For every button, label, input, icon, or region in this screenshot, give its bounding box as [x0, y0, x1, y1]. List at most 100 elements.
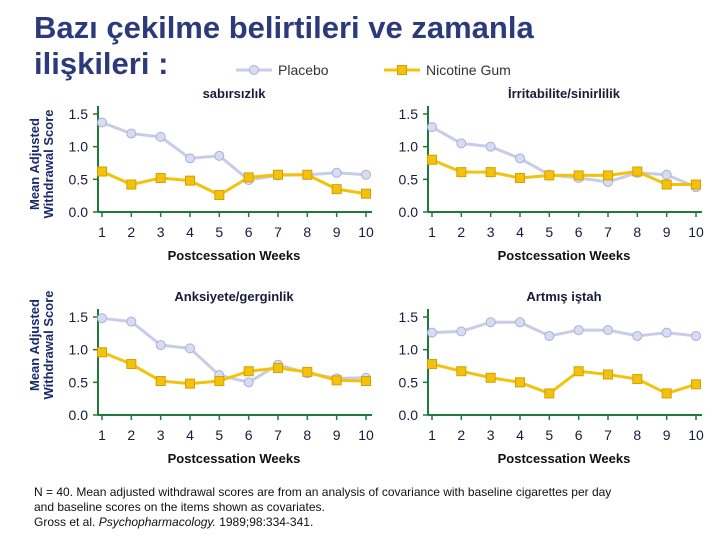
chart-sabirsizlik: sabırsızlık 0.0 0.5 1.0 1.5 1 2 3 4 5 6 7 8 9 10 Postce…	[69, 86, 374, 263]
data-point-nicotine	[97, 347, 107, 358]
x-tick-label: 1	[428, 427, 436, 443]
data-point-nicotine	[485, 372, 496, 383]
data-point-nicotine	[691, 179, 701, 190]
data-point-nicotine	[214, 376, 225, 387]
y-tick-label: 1.5	[69, 106, 89, 122]
legend-placebo: Placebo	[236, 60, 329, 80]
x-tick-label: 5	[215, 427, 223, 443]
citation-authors: Gross et al.	[34, 515, 99, 529]
x-axis-label: Postcessation Weeks	[498, 248, 631, 263]
data-point-placebo	[361, 169, 371, 180]
data-point-placebo	[573, 325, 584, 336]
data-point-nicotine	[603, 369, 613, 380]
citation-volume: 1989;98:334-341.	[215, 515, 314, 529]
x-tick-label: 9	[333, 224, 341, 240]
data-point-nicotine	[214, 190, 225, 201]
x-tick-label: 9	[663, 427, 671, 443]
series-line-placebo	[431, 125, 697, 189]
x-tick-label: 3	[487, 224, 495, 240]
legend-nicotine: Nicotine Gum	[384, 60, 511, 80]
x-axis-label: Postcessation Weeks	[168, 451, 301, 466]
data-point-placebo	[661, 169, 672, 180]
x-tick-label: 10	[358, 427, 374, 443]
data-point-placebo	[632, 330, 643, 341]
x-tick-label: 10	[358, 224, 374, 240]
data-point-nicotine	[126, 179, 137, 190]
data-point-placebo	[485, 141, 496, 152]
x-tick-label: 2	[457, 224, 465, 240]
x-tick-label: 2	[457, 427, 465, 443]
footnote-line-1: N = 40. Mean adjusted withdrawal scores …	[34, 485, 612, 499]
x-tick-label: 6	[245, 427, 253, 443]
data-point-nicotine	[515, 173, 525, 184]
data-point-placebo	[126, 316, 137, 327]
x-tick-label: 4	[516, 224, 524, 240]
x-tick-label: 2	[127, 224, 135, 240]
series-line-nicotine-gum	[431, 362, 697, 395]
x-tick-label: 5	[545, 224, 553, 240]
x-tick-label: 7	[274, 427, 282, 443]
slide-title: Bazı çekilme belirtileri ve zamanla iliş…	[34, 10, 634, 82]
data-point-nicotine	[331, 184, 342, 195]
x-axis-label: Postcessation Weeks	[498, 451, 631, 466]
data-point-placebo	[126, 128, 137, 139]
legend-nicotine-label: Nicotine Gum	[426, 62, 511, 78]
data-point-placebo	[603, 325, 613, 336]
x-axis-label: Postcessation Weeks	[168, 248, 301, 263]
data-point-placebo	[515, 153, 525, 164]
data-point-nicotine	[573, 366, 584, 377]
data-point-nicotine	[361, 376, 371, 387]
y-tick-label: 1.5	[399, 106, 419, 122]
y-tick-label: 1.5	[69, 309, 89, 325]
data-point-nicotine	[544, 170, 555, 181]
x-tick-label: 9	[663, 224, 671, 240]
series-line-placebo	[101, 121, 367, 182]
data-point-nicotine	[427, 154, 437, 165]
y-tick-label: 0.0	[69, 407, 89, 423]
x-tick-label: 1	[98, 224, 106, 240]
y-tick-label: 1.0	[399, 342, 419, 358]
data-point-nicotine	[273, 362, 283, 373]
data-point-nicotine	[544, 388, 555, 399]
x-tick-label: 10	[688, 224, 704, 240]
citation-journal: Psychopharmacology.	[98, 515, 216, 529]
data-point-nicotine	[515, 377, 525, 388]
data-point-placebo	[515, 317, 525, 328]
data-point-nicotine	[97, 166, 107, 177]
subplot-title: Anksiyete/gerginlik	[174, 289, 294, 304]
data-point-nicotine	[691, 379, 701, 390]
legend-placebo-label: Placebo	[278, 62, 329, 78]
legend-nicotine-marker-icon	[384, 65, 420, 75]
y-tick-label: 1.0	[69, 139, 89, 155]
y-tick-label: 0.5	[399, 171, 419, 187]
data-point-placebo	[185, 153, 195, 164]
x-tick-label: 2	[127, 427, 135, 443]
series-line-placebo	[101, 316, 367, 384]
data-point-nicotine	[155, 173, 166, 184]
data-point-placebo	[427, 122, 437, 133]
data-point-placebo	[544, 330, 555, 341]
data-point-placebo	[243, 377, 254, 388]
x-tick-label: 6	[575, 224, 583, 240]
x-tick-label: 8	[633, 427, 641, 443]
data-point-nicotine	[155, 376, 166, 387]
data-point-nicotine	[632, 166, 643, 177]
data-point-placebo	[691, 330, 701, 341]
x-tick-label: 8	[303, 427, 311, 443]
subplot-title: Artmış iştah	[526, 289, 601, 304]
x-tick-label: 1	[98, 427, 106, 443]
data-point-placebo	[485, 317, 496, 328]
subplot-title: sabırsızlık	[203, 86, 267, 101]
series-line-nicotine-gum	[431, 158, 696, 187]
x-tick-label: 7	[604, 224, 612, 240]
data-point-placebo	[456, 138, 467, 149]
data-point-nicotine	[302, 366, 313, 377]
series-line-nicotine-gum	[101, 170, 367, 197]
title-line-2: ilişkileri :	[34, 46, 169, 81]
data-point-nicotine	[243, 366, 254, 377]
data-point-nicotine	[456, 167, 467, 178]
data-point-nicotine	[632, 374, 643, 385]
data-point-nicotine	[361, 188, 371, 199]
x-tick-label: 5	[545, 427, 553, 443]
